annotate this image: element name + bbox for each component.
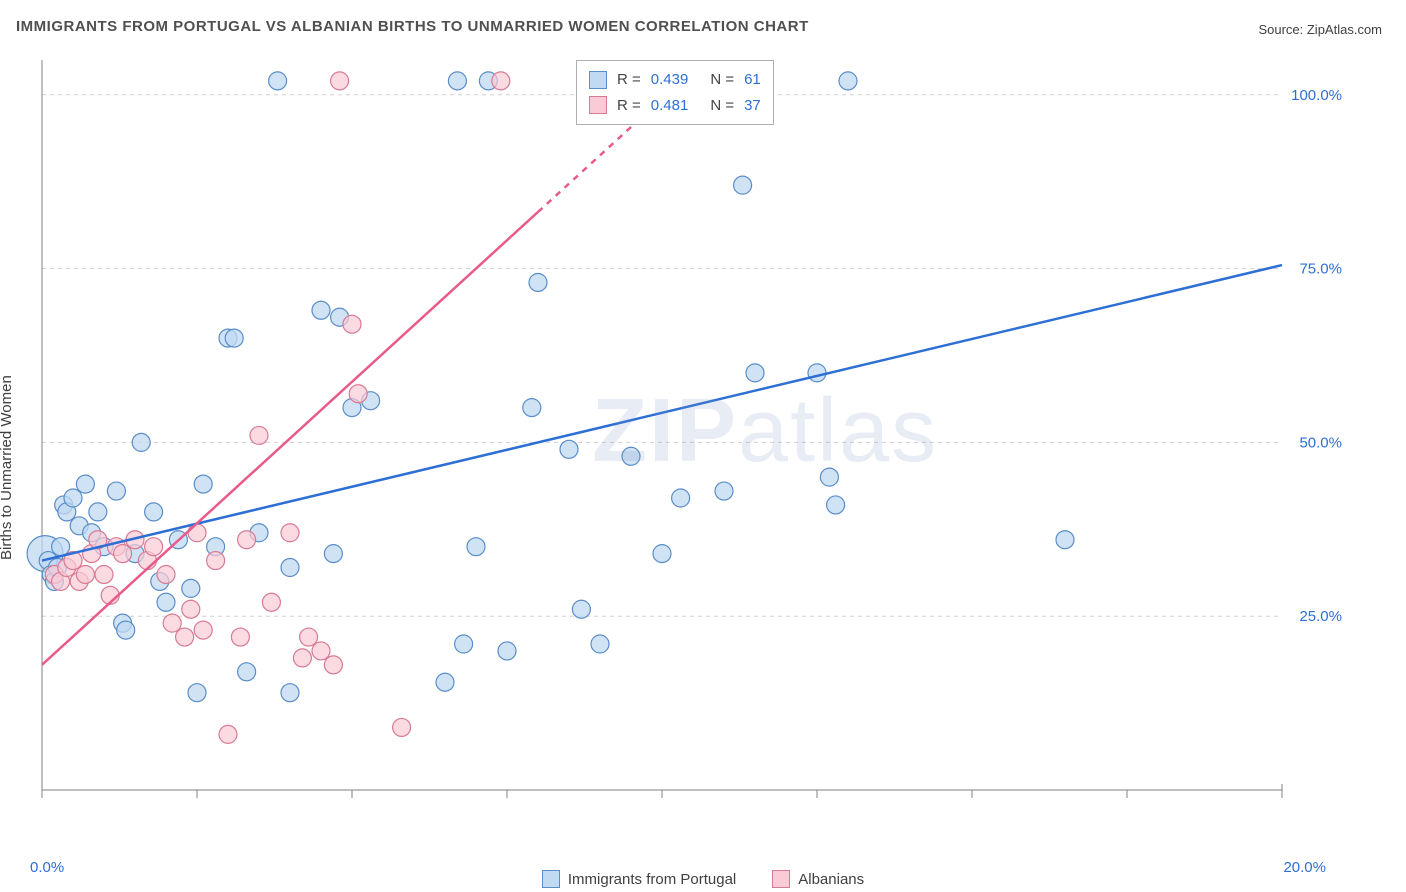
data-point — [715, 482, 733, 500]
plot-area: 25.0%50.0%75.0%100.0% ZIPatlas R =0.439N… — [42, 50, 1282, 820]
r-value: 0.481 — [651, 93, 689, 119]
data-point — [448, 72, 466, 90]
legend-item: Albanians — [772, 870, 864, 888]
data-point — [827, 496, 845, 514]
legend-label: Immigrants from Portugal — [568, 871, 736, 888]
data-point — [300, 628, 318, 646]
data-point — [746, 364, 764, 382]
data-point — [269, 72, 287, 90]
n-value: 61 — [744, 67, 761, 93]
data-point — [672, 489, 690, 507]
data-point — [182, 600, 200, 618]
data-point — [157, 593, 175, 611]
data-point — [52, 538, 70, 556]
data-point — [250, 426, 268, 444]
data-point — [281, 684, 299, 702]
data-point — [331, 72, 349, 90]
data-point — [734, 176, 752, 194]
data-point — [324, 656, 342, 674]
data-point — [207, 552, 225, 570]
y-tick-label: 25.0% — [1299, 608, 1342, 625]
data-point — [194, 621, 212, 639]
y-tick-label: 100.0% — [1291, 87, 1342, 104]
n-label: N = — [710, 67, 734, 93]
data-point — [225, 329, 243, 347]
data-point — [145, 503, 163, 521]
y-tick-label: 50.0% — [1299, 434, 1342, 451]
data-point — [591, 635, 609, 653]
x-axis-min-label: 0.0% — [30, 859, 64, 876]
data-point — [622, 447, 640, 465]
data-point — [145, 538, 163, 556]
data-point — [560, 440, 578, 458]
data-point — [132, 433, 150, 451]
data-point — [393, 718, 411, 736]
legend-swatch — [542, 870, 560, 888]
legend-label: Albanians — [798, 871, 864, 888]
data-point — [107, 482, 125, 500]
data-point — [64, 489, 82, 507]
legend-swatch — [589, 71, 607, 89]
data-point — [324, 545, 342, 563]
r-label: R = — [617, 93, 641, 119]
data-point — [572, 600, 590, 618]
y-tick-label: 75.0% — [1299, 261, 1342, 278]
legend-swatch — [589, 96, 607, 114]
data-point — [231, 628, 249, 646]
data-point — [281, 524, 299, 542]
data-point — [436, 673, 454, 691]
trendline — [42, 212, 538, 665]
data-point — [312, 301, 330, 319]
legend-swatch — [772, 870, 790, 888]
legend-stat-row: R = 0.481 N = 37 — [589, 93, 761, 119]
data-point — [117, 621, 135, 639]
legend-stats-box: R = 0.439 N = 61 R = 0.481 N = 37 — [576, 60, 774, 125]
y-axis-label: Births to Unmarried Women — [0, 375, 15, 560]
scatter-svg: 25.0%50.0%75.0%100.0% — [42, 50, 1282, 820]
data-point — [76, 475, 94, 493]
data-point — [1056, 531, 1074, 549]
data-point — [529, 273, 547, 291]
data-point — [76, 565, 94, 583]
data-point — [523, 399, 541, 417]
data-point — [820, 468, 838, 486]
data-point — [498, 642, 516, 660]
r-value: 0.439 — [651, 67, 689, 93]
data-point — [238, 663, 256, 681]
data-point — [293, 649, 311, 667]
data-point — [157, 565, 175, 583]
data-point — [467, 538, 485, 556]
n-value: 37 — [744, 93, 761, 119]
data-point — [312, 642, 330, 660]
source-label: Source: ZipAtlas.com — [1258, 22, 1382, 37]
data-point — [262, 593, 280, 611]
x-axis-max-label: 20.0% — [1283, 859, 1326, 876]
data-point — [281, 559, 299, 577]
data-point — [194, 475, 212, 493]
data-point — [176, 628, 194, 646]
r-label: R = — [617, 67, 641, 93]
legend-bottom: Immigrants from Portugal Albanians — [0, 870, 1406, 888]
data-point — [114, 545, 132, 563]
data-point — [188, 684, 206, 702]
data-point — [349, 385, 367, 403]
data-point — [839, 72, 857, 90]
data-point — [808, 364, 826, 382]
legend-stat-row: R = 0.439 N = 61 — [589, 67, 761, 93]
data-point — [95, 565, 113, 583]
data-point — [188, 524, 206, 542]
data-point — [455, 635, 473, 653]
chart-title: IMMIGRANTS FROM PORTUGAL VS ALBANIAN BIR… — [16, 18, 809, 35]
data-point — [343, 315, 361, 333]
data-point — [238, 531, 256, 549]
data-point — [163, 614, 181, 632]
data-point — [492, 72, 510, 90]
data-point — [653, 545, 671, 563]
n-label: N = — [710, 93, 734, 119]
data-point — [89, 503, 107, 521]
data-point — [219, 725, 237, 743]
data-point — [182, 579, 200, 597]
legend-item: Immigrants from Portugal — [542, 870, 736, 888]
trendline — [42, 265, 1282, 560]
